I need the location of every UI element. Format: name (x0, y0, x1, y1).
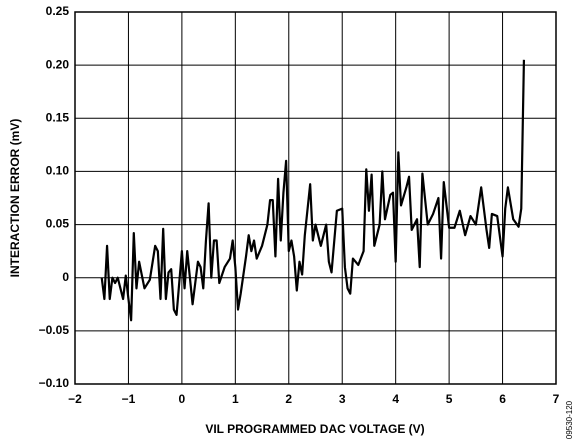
x-axis-label: VIL PROGRAMMED DAC VOLTAGE (V) (205, 422, 424, 436)
plot-frame (74, 11, 557, 385)
x-tick-label: 2 (285, 392, 292, 406)
y-tick-label: 0.15 (46, 110, 70, 124)
x-tick-label: −2 (68, 392, 82, 406)
y-axis-label: INTERACTION ERROR (mV) (8, 119, 22, 278)
x-tick-label: 1 (232, 392, 239, 406)
figure-id: 09530-120 (565, 400, 574, 439)
x-tick-label: 6 (499, 392, 506, 406)
y-tick-label: −0.10 (39, 376, 70, 390)
y-tick-label: −0.05 (39, 323, 70, 337)
x-tick-label: 5 (446, 392, 453, 406)
y-tick-label: 0.10 (46, 164, 70, 178)
data-line (100, 59, 526, 322)
y-tick-label: 0.05 (46, 217, 70, 231)
x-tick-label: −1 (122, 392, 136, 406)
x-tick-label: 4 (392, 392, 399, 406)
x-tick-label: 3 (339, 392, 346, 406)
y-tick-label: 0 (62, 270, 69, 284)
y-tick-label: 0.20 (46, 57, 70, 71)
x-tick-label: 0 (179, 392, 186, 406)
x-tick-label: 7 (553, 392, 560, 406)
y-tick-label: 0.25 (46, 4, 70, 18)
